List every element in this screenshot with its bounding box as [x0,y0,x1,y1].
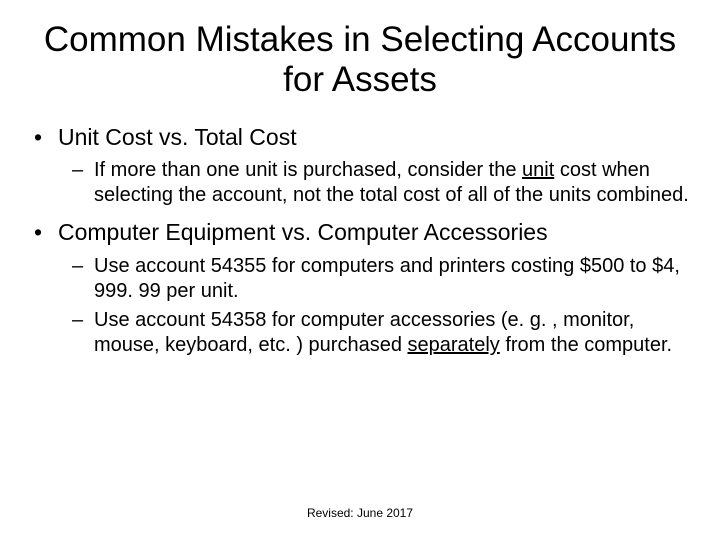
dash-marker: – [72,158,94,183]
list-item: – If more than one unit is purchased, co… [72,158,690,208]
bullet-label: Computer Equipment vs. Computer Accessor… [58,218,548,248]
sub-list: – Use account 54355 for computers and pr… [30,254,690,358]
slide-title: Common Mistakes in Selecting Accounts fo… [30,20,690,101]
sub-bullet-text: Use account 54358 for computer accessori… [94,308,690,358]
list-item: • Unit Cost vs. Total Cost – If more tha… [30,123,690,209]
list-item: – Use account 54355 for computers and pr… [72,254,690,304]
bullet-list: • Unit Cost vs. Total Cost – If more tha… [30,123,690,359]
bullet-label: Unit Cost vs. Total Cost [58,123,297,153]
sub-bullet-text: If more than one unit is purchased, cons… [94,158,690,208]
bullet-marker: • [30,218,58,248]
list-item: – Use account 54358 for computer accesso… [72,308,690,358]
list-item: • Computer Equipment vs. Computer Access… [30,218,690,358]
dash-marker: – [72,254,94,279]
sub-list: – If more than one unit is purchased, co… [30,158,690,208]
sub-bullet-text: Use account 54355 for computers and prin… [94,254,690,304]
footer-text: Revised: June 2017 [0,506,720,520]
bullet-marker: • [30,123,58,153]
dash-marker: – [72,308,94,333]
